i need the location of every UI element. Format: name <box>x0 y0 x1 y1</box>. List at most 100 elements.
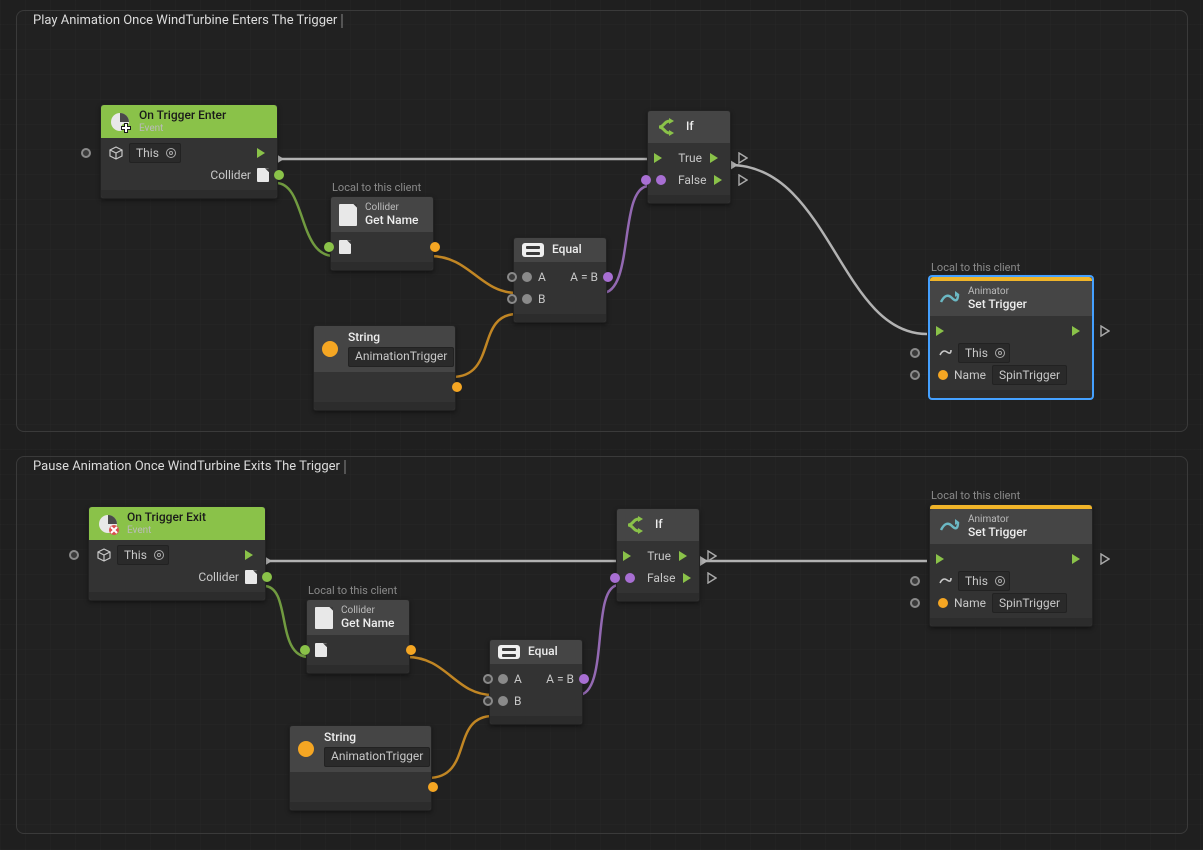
local-label: Local to this client <box>308 584 397 597</box>
exec-out-false-icon[interactable] <box>681 571 695 585</box>
node-title: Set Trigger <box>968 526 1027 540</box>
collider-label: Collider <box>198 570 239 584</box>
label-b: B <box>538 292 545 306</box>
label-true: True <box>647 549 671 563</box>
name-label: Name <box>954 368 986 382</box>
doc-icon <box>339 204 357 226</box>
string-type-icon <box>298 741 314 757</box>
exec-out-icon[interactable] <box>1070 324 1084 338</box>
target-field[interactable]: This <box>117 545 169 565</box>
group-title: Play Animation Once WindTurbine Enters T… <box>27 9 349 34</box>
exec-out-true-port[interactable] <box>738 152 748 164</box>
node-if[interactable]: If True False <box>647 110 731 204</box>
target-field[interactable]: This <box>958 571 1010 591</box>
exec-in-icon[interactable] <box>934 552 948 566</box>
node-title: Get Name <box>341 617 394 631</box>
branch-icon <box>656 116 678 138</box>
exec-in-icon[interactable] <box>652 151 666 165</box>
bullet-icon <box>938 370 948 380</box>
event-exit-icon <box>97 513 119 535</box>
exec-out-icon[interactable] <box>243 548 257 562</box>
port-obj-in[interactable] <box>300 645 310 655</box>
exec-out-icon[interactable] <box>1070 552 1084 566</box>
label-true: True <box>678 151 702 165</box>
string-type-icon <box>322 341 338 357</box>
label-b: B <box>514 694 521 708</box>
node-title: Get Name <box>365 214 418 228</box>
name-field[interactable]: SpinTrigger <box>992 365 1067 385</box>
name-field[interactable]: SpinTrigger <box>992 593 1067 613</box>
node-get-name[interactable]: Collider Get Name <box>306 599 410 674</box>
branch-icon <box>625 514 647 536</box>
local-label: Local to this client <box>931 261 1020 274</box>
node-header: Collider Get Name <box>307 600 409 635</box>
node-on-trigger-enter[interactable]: On Trigger Enter Event This Collider <box>100 104 278 199</box>
exec-out-true-port[interactable] <box>707 550 717 562</box>
node-header: Animator Set Trigger <box>930 281 1092 316</box>
port-a-in[interactable] <box>507 272 517 282</box>
exec-in-icon[interactable] <box>621 549 635 563</box>
string-value-field[interactable]: AnimationTrigger <box>324 747 430 767</box>
node-title: If <box>655 518 663 532</box>
node-equal[interactable]: Equal A A = B B <box>489 639 583 725</box>
node-subtitle: Collider <box>365 202 418 214</box>
node-string[interactable]: String AnimationTrigger <box>313 325 456 411</box>
port-string-out[interactable] <box>428 782 438 792</box>
bullet-icon <box>522 294 532 304</box>
node-subtitle: Collider <box>341 605 394 617</box>
port-a-in[interactable] <box>483 674 493 684</box>
port-string-out[interactable] <box>452 382 462 392</box>
animator-small-icon <box>938 574 952 588</box>
port-cond-in[interactable] <box>641 175 651 185</box>
node-set-trigger[interactable]: Animator Set Trigger This Name SpinTrigg… <box>929 504 1093 627</box>
exec-out-port[interactable] <box>1100 325 1110 337</box>
exec-out-true-icon[interactable] <box>677 549 691 563</box>
target-field[interactable]: This <box>129 143 181 163</box>
port-b-in[interactable] <box>507 294 517 304</box>
node-header: String AnimationTrigger <box>314 326 455 372</box>
label-a: A <box>514 672 522 686</box>
exec-out-false-port[interactable] <box>707 572 717 584</box>
port-bool-out[interactable] <box>603 272 613 282</box>
node-on-trigger-exit[interactable]: On Trigger Exit Event This Collider <box>88 506 266 601</box>
label-expr: A = B <box>570 270 598 284</box>
label-expr: A = B <box>546 672 574 686</box>
port-obj-in[interactable] <box>324 242 334 252</box>
exec-out-icon[interactable] <box>255 146 269 160</box>
doc-icon <box>315 643 327 657</box>
equal-icon <box>522 243 544 257</box>
exec-out-true-icon[interactable] <box>708 151 722 165</box>
node-set-trigger[interactable]: Animator Set Trigger This Name SpinTrigg… <box>929 276 1093 399</box>
string-value-field[interactable]: AnimationTrigger <box>348 347 454 367</box>
node-string[interactable]: String AnimationTrigger <box>289 725 432 811</box>
exec-out-false-port[interactable] <box>738 174 748 186</box>
node-header[interactable]: On Trigger Enter Event <box>101 105 277 138</box>
exec-in-icon[interactable] <box>934 324 948 338</box>
node-get-name[interactable]: Collider Get Name <box>330 196 434 271</box>
exec-out-port[interactable] <box>1100 553 1110 565</box>
node-subtitle: Event <box>139 123 226 135</box>
node-if[interactable]: If True False <box>616 508 700 602</box>
doc-icon <box>339 240 351 254</box>
target-field[interactable]: This <box>958 343 1010 363</box>
exec-out-false-icon[interactable] <box>712 173 726 187</box>
label-a: A <box>538 270 546 284</box>
port-bool-out[interactable] <box>579 674 589 684</box>
node-title: On Trigger Enter <box>139 109 226 123</box>
node-header: If <box>648 111 730 143</box>
port-b-in[interactable] <box>483 696 493 706</box>
bullet-icon <box>498 696 508 706</box>
cube-icon <box>97 548 111 562</box>
doc-icon <box>315 607 333 629</box>
node-header: Animator Set Trigger <box>930 509 1092 544</box>
local-label: Local to this client <box>332 181 421 194</box>
node-header: String AnimationTrigger <box>290 726 431 772</box>
node-subtitle: Event <box>127 525 206 537</box>
node-equal[interactable]: Equal A A = B B <box>513 237 607 323</box>
node-header[interactable]: On Trigger Exit Event <box>89 507 265 540</box>
doc-icon <box>257 168 269 182</box>
port-cond-in[interactable] <box>610 573 620 583</box>
node-subtitle: Animator <box>968 286 1027 298</box>
node-title: If <box>686 120 694 134</box>
name-label: Name <box>954 596 986 610</box>
